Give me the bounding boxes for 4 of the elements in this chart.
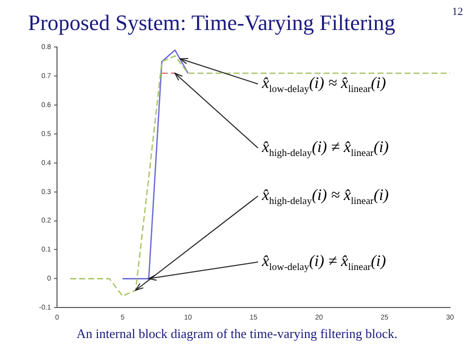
line-series (70, 55, 450, 297)
text: An internal block diagram of the time-varying filtering block. (76, 326, 398, 342)
text: 12 (452, 6, 463, 18)
chart-title: Proposed System: Time-Varying Filtering (28, 10, 396, 36)
